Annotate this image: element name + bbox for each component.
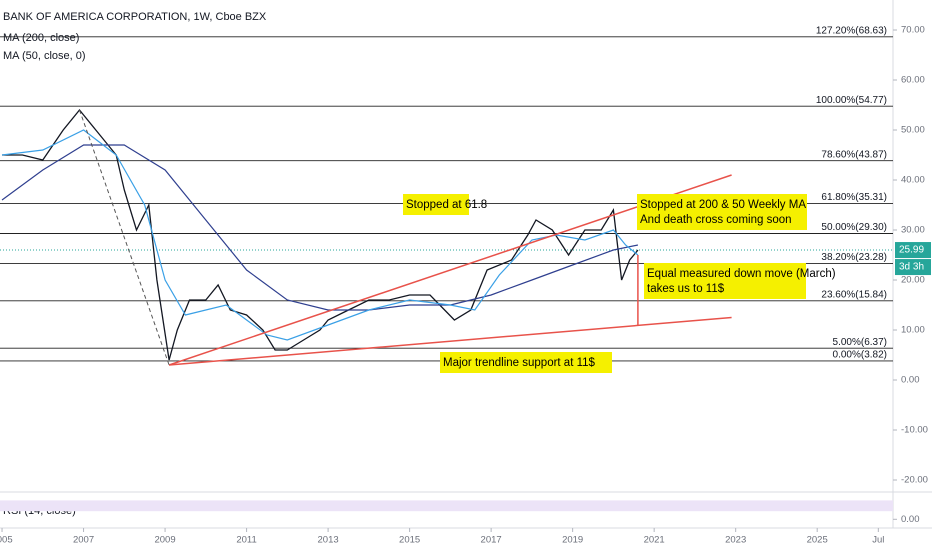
x-tick-label: 2013 <box>318 535 339 546</box>
trendline <box>169 316 732 366</box>
x-tick-label: 2009 <box>154 535 175 546</box>
fib-label: 0.00%(3.82) <box>833 350 887 361</box>
x-tick-label: 2023 <box>725 535 746 546</box>
x-tick-label: 2021 <box>644 535 665 546</box>
annotation-box <box>440 352 612 373</box>
fib-label: 61.80%(35.31) <box>821 192 887 203</box>
countdown-box <box>895 259 931 276</box>
x-tick-label: Jul <box>872 535 884 546</box>
annotation-text: takes us to 11$ <box>647 283 725 295</box>
annotation-text: Equal measured down move (March) <box>647 268 836 280</box>
y-tick-label: 10.00 <box>901 325 925 336</box>
countdown-label: 3d 3h <box>899 262 924 273</box>
annotation-box <box>403 194 469 215</box>
annotation-text: Stopped at 200 & 50 Weekly MA <box>640 199 806 211</box>
y-tick-label: 50.00 <box>901 125 925 136</box>
fib-label: 5.00%(6.37) <box>833 337 887 348</box>
annotation-text: And death cross coming soon <box>640 214 792 226</box>
fib-label: 23.60%(15.84) <box>821 289 887 300</box>
x-tick-label: 2015 <box>399 535 420 546</box>
ma-line <box>1 129 639 341</box>
y-tick-label: -20.00 <box>901 475 928 486</box>
x-tick-label: 2011 <box>236 535 256 546</box>
dashed-line <box>79 109 170 366</box>
annotation-text: Major trendline support at 11$ <box>443 357 596 369</box>
fib-label: 50.00%(29.30) <box>821 222 887 233</box>
chart-title: BANK OF AMERICA CORPORATION, 1W, Cboe BZ… <box>3 11 267 23</box>
y-tick-label: 0.00 <box>901 375 920 386</box>
x-tick-label: 2019 <box>562 535 583 546</box>
x-tick-label: 2017 <box>481 535 502 546</box>
x-tick-label: 2007 <box>73 535 94 546</box>
last-price-label: 25.99 <box>899 245 924 256</box>
rsi-tick-label: 0.00 <box>901 514 920 525</box>
legend-ma200: MA (200, close) <box>3 32 79 44</box>
x-tick-label: 2005 <box>0 535 13 546</box>
last-price-box <box>895 242 931 259</box>
y-tick-label: 70.00 <box>901 25 925 36</box>
ma-line <box>1 144 639 311</box>
y-tick-label: 20.00 <box>901 275 925 286</box>
fib-label: 100.00%(54.77) <box>816 95 887 106</box>
y-tick-label: 30.00 <box>901 225 925 236</box>
y-tick-label: 60.00 <box>901 75 925 86</box>
legend-ma50: MA (50, close, 0) <box>3 50 86 62</box>
y-tick-label: -10.00 <box>901 425 928 436</box>
annotation-box <box>637 194 807 230</box>
price-line <box>2 108 639 361</box>
fib-label: 38.20%(23.28) <box>821 252 887 263</box>
fib-label: 127.20%(68.63) <box>816 25 887 36</box>
annotation-box <box>644 263 806 299</box>
fib-label: 78.60%(43.87) <box>821 149 887 160</box>
annotation-text: Stopped at 61.8 <box>406 199 487 211</box>
rsi-band <box>0 500 893 512</box>
x-tick-label: 2025 <box>807 535 828 546</box>
y-tick-label: 40.00 <box>901 175 925 186</box>
